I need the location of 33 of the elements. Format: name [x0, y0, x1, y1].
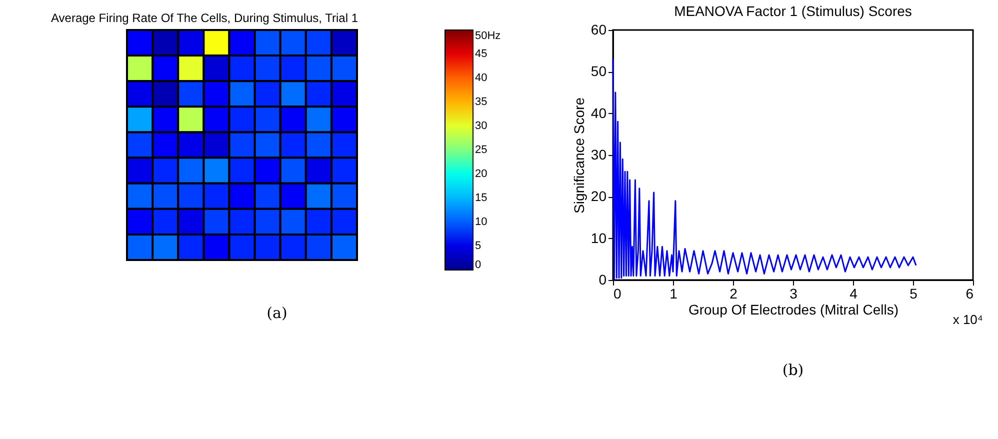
y-tick-label: 20: [590, 188, 607, 204]
color-bar-label: 50Hz: [475, 30, 501, 42]
x-tick-label: 1: [670, 286, 678, 302]
color-bar-label: 5: [475, 240, 482, 252]
y-tick-label: 10: [590, 230, 607, 246]
x-tick-label: 0: [614, 286, 622, 302]
y-tick-label: 0: [598, 272, 607, 288]
y-tick-label: 50: [590, 63, 607, 80]
x-axis-title: Group Of Electrodes (Mitral Cells): [688, 302, 899, 318]
chart-title: Average Firing Rate Of The Cells, During Stimulus, Trial 1: [50, 11, 358, 25]
color-bar-label: 35: [475, 96, 488, 108]
color-bar-label: 15: [475, 192, 488, 204]
line-series: [612, 58, 917, 281]
y-tick-label: 60: [590, 22, 607, 38]
x-tick-label: 3: [790, 286, 798, 302]
color-bar-label: 30: [475, 120, 488, 132]
y-tick-label: 40: [590, 104, 607, 121]
y-tick-label: 30: [590, 146, 607, 162]
text: x 10⁴: [952, 312, 983, 327]
color-bar-label: 40: [475, 72, 488, 84]
x-tick-label: 6: [966, 286, 974, 302]
text: (b): [782, 361, 804, 379]
x-tick-label: 4: [850, 286, 858, 302]
color-bar-label: 45: [475, 48, 488, 60]
color-bar-label: 0: [475, 259, 482, 271]
text: (a): [266, 304, 288, 322]
color-bar-label: 10: [475, 216, 488, 228]
chart-title: MEANOVA Factor 1 (Stimulus) Scores: [674, 3, 912, 19]
color-bar-label: 20: [475, 168, 488, 180]
x-tick-label: 2: [730, 286, 738, 302]
x-tick-label: 5: [910, 286, 918, 302]
y-axis-title: Significance Score: [570, 97, 587, 214]
color-bar-label: 25: [475, 144, 488, 156]
